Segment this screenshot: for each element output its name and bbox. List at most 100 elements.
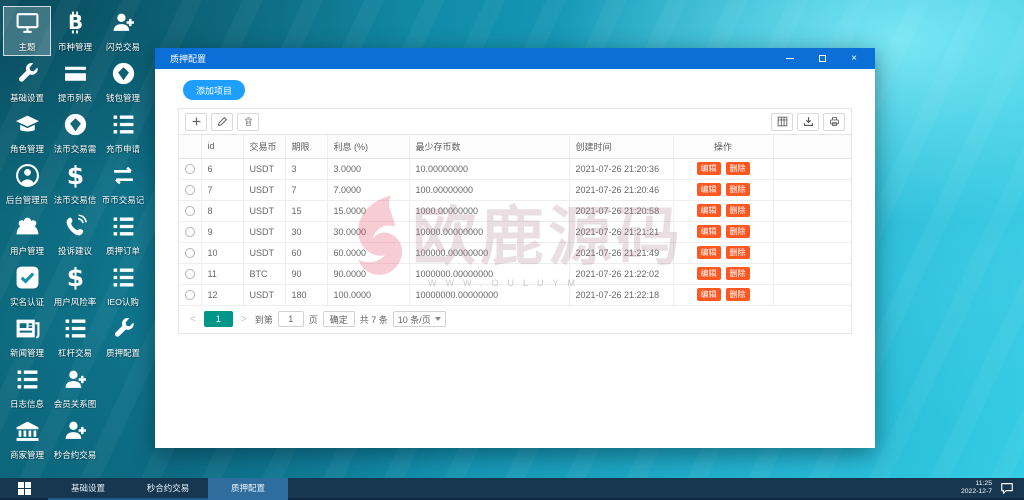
desktop-icon-label: 杠杆交易 [57,348,92,358]
desktop-icon[interactable]: 会员关系图 [51,363,99,413]
desktop-icon[interactable]: 质押配置 [99,312,147,362]
chat-bubble-icon[interactable] [1000,481,1014,495]
desktop-icon[interactable]: 质押订单 [99,210,147,260]
desktop-icon[interactable]: 充币申请 [99,108,147,158]
desktop-icon[interactable]: 用户管理 [3,210,51,260]
columns-button[interactable] [771,112,793,131]
desktop-icon[interactable]: 新闻管理 [3,312,51,362]
svg-text:B: B [67,11,82,34]
table-row: 10 USDT 60 60.0000 100000.00000000 2021-07-26… [179,242,851,264]
row-radio-button[interactable] [185,163,195,174]
delete-button[interactable]: 删除 [725,162,750,175]
export-button[interactable] [797,112,819,131]
desktop-icon[interactable]: 日志信息 [3,363,51,413]
close-icon[interactable]: × [851,52,857,64]
cell-min_deposit: 1000000.00000000 [409,263,570,285]
row-radio-button[interactable] [185,226,195,237]
pledge-table: id 交易币 期限 利息 (%) 最少存币数 创建时间 操作 6 USDT 3 3.0000 10.… [179,135,851,306]
desktop-icon[interactable]: 主题 [3,6,51,56]
edit-button[interactable]: 编辑 [696,225,721,238]
dollar-icon: $ [63,265,88,290]
desktop-icon[interactable]: IEO认购 [99,261,147,311]
current-page-button[interactable]: 1 [203,311,233,327]
goto-page-input[interactable] [277,311,304,327]
taskbar-clock[interactable]: 11:25 2022-12-7 [961,480,992,496]
desktop-icon[interactable]: $ 法币交易信 [51,159,99,209]
user-plus-icon [63,367,88,392]
radio-cell [179,284,202,306]
app-window: 质押配置 × 添加项目 id 交易币 期限 利息 (%) 最少存币 [155,48,875,448]
desktop-icon[interactable]: 钱包管理 [99,57,147,107]
delete-button[interactable]: 删除 [725,246,750,259]
desktop-icon[interactable]: B 币种管理 [51,6,99,56]
desktop-icon[interactable]: 实名认证 [3,261,51,311]
cell-min_deposit: 1000.00000000 [409,200,570,222]
delete-button[interactable]: 删除 [725,288,750,301]
desktop-icon[interactable]: 商家管理 [3,414,51,464]
edit-button[interactable]: 编辑 [696,246,721,259]
cell-term: 15 [285,200,328,222]
cell-created: 2021-07-26 21:20:46 [569,179,674,201]
desktop-icon[interactable]: 闪兑交易 [99,6,147,56]
list-icon [111,214,136,239]
print-button[interactable] [823,112,845,131]
row-radio-button[interactable] [185,289,195,300]
delete-icon [243,116,254,127]
next-page-button[interactable]: > [240,313,247,325]
cell-coin: USDT [243,158,286,180]
desktop-icon[interactable]: 杠杆交易 [51,312,99,362]
row-radio-button[interactable] [185,184,195,195]
maximize-icon[interactable] [813,51,831,66]
desktop-icon[interactable]: $ 用户风险率 [51,261,99,311]
taskbar-item[interactable]: 秒合约交易 [128,478,208,500]
edit-button[interactable]: 编辑 [696,288,721,301]
delete-button[interactable]: 删除 [725,204,750,217]
window-titlebar[interactable]: 质押配置 × [155,48,875,69]
cell-min_deposit: 10000000.00000000 [409,284,570,306]
operations-cell: 编辑 删除 [673,242,774,264]
start-button[interactable] [0,478,48,498]
desktop-icon[interactable]: 提币列表 [51,57,99,107]
desktop-icon[interactable]: 后台管理员 [3,159,51,209]
desktop-icon[interactable]: 角色管理 [3,108,51,158]
row-radio-button[interactable] [185,268,195,279]
gem-icon [63,112,88,137]
taskbar-item[interactable]: 质押配置 [208,478,288,500]
edit-button[interactable] [211,112,233,131]
desktop-icon[interactable]: 基础设置 [3,57,51,107]
spacer-cell [773,200,851,222]
taskbar-item[interactable]: 基础设置 [48,478,128,500]
clock-time: 11:25 [975,480,992,487]
window-title: 质押配置 [170,54,207,64]
page-size-select[interactable]: 10 条/页 [392,311,446,327]
add-project-button[interactable]: 添加项目 [183,80,246,100]
delete-button[interactable]: 删除 [725,225,750,238]
edit-button[interactable]: 编辑 [696,183,721,196]
desktop-icon[interactable]: 投诉建议 [51,210,99,260]
prev-page-button[interactable]: < [190,313,196,325]
edit-button[interactable]: 编辑 [696,204,721,217]
radio-cell [179,179,202,201]
cell-coin: USDT [243,179,286,201]
window-controls: × [781,51,875,66]
add-icon [191,116,202,127]
add-button[interactable] [185,112,207,131]
edit-button[interactable]: 编辑 [696,267,721,280]
desktop-icon-label: 投诉建议 [57,246,92,256]
row-radio-button[interactable] [185,205,195,216]
row-radio-button[interactable] [185,247,195,258]
delete-button[interactable]: 删除 [725,183,750,196]
cell-created: 2021-07-26 21:22:18 [569,284,674,306]
desktop-icon[interactable]: 币币交易记 [99,159,147,209]
delete-button[interactable]: 删除 [725,267,750,280]
desktop-icon[interactable]: 秒合约交易 [51,414,99,464]
goto-confirm-button[interactable]: 确定 [322,311,355,327]
svg-text:$: $ [66,265,83,290]
desktop-icon[interactable]: 法币交易需 [51,108,99,158]
desktop-icon-label: 提币列表 [57,93,92,103]
delete-button[interactable] [237,112,259,131]
cell-created: 2021-07-26 21:21:21 [569,221,674,243]
edit-button[interactable]: 编辑 [696,162,721,175]
taskbar: 基础设置 秒合约交易 质押配置 11:25 2022-12-7 [0,478,1024,500]
minimize-icon[interactable] [781,51,799,66]
